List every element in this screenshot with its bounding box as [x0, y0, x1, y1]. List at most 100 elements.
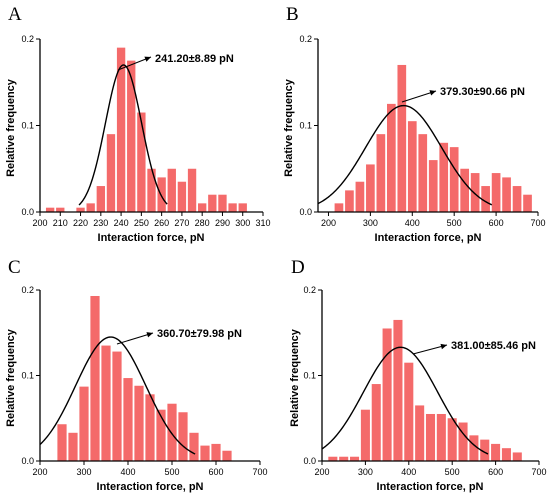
histogram-bar	[491, 443, 501, 461]
x-tick-label: 280	[195, 218, 210, 228]
mean-sd-annotation: 241.20±8.89 pN	[155, 53, 234, 65]
x-tick-label: 300	[363, 218, 378, 228]
histogram-bar	[397, 64, 407, 212]
x-tick-label: 230	[93, 218, 108, 228]
y-axis-title: Relative frequency	[289, 328, 301, 427]
x-tick-label: 200	[321, 218, 336, 228]
histogram-bar	[134, 385, 144, 461]
x-tick-label: 210	[53, 218, 68, 228]
y-tick-label: 0.2	[21, 285, 34, 295]
panel-letter: A	[8, 4, 22, 25]
y-tick-label: 0.1	[21, 371, 34, 381]
mean-sd-annotation: 381.00±85.46 pN	[451, 340, 536, 352]
x-tick-label: 300	[235, 218, 250, 228]
histogram-bar	[189, 432, 199, 461]
x-tick-label: 700	[530, 218, 545, 228]
histogram-bar	[491, 173, 501, 212]
histogram-bar	[76, 207, 85, 212]
histogram-bar	[208, 194, 217, 212]
x-tick-label: 290	[215, 218, 230, 228]
x-tick-label: 700	[252, 467, 267, 477]
histogram-bar	[501, 448, 511, 461]
histogram-bar	[328, 456, 338, 461]
histogram-bar	[470, 173, 480, 212]
panel-b: 200 300 400 500 600 700 0.0 0.1 0.2 Interaction f…	[283, 4, 546, 244]
histogram-bar	[228, 203, 237, 212]
y-tick-label: 0.0	[303, 456, 316, 466]
x-tick-label: 600	[488, 467, 503, 477]
x-tick-label: 600	[208, 467, 223, 477]
histogram-bar	[156, 409, 166, 461]
y-tick-label: 0.1	[21, 121, 34, 131]
x-tick-label: 260	[154, 218, 169, 228]
panel-letter: D	[291, 257, 305, 278]
histogram-bar	[449, 147, 459, 213]
y-tick-label: 0.0	[21, 207, 34, 217]
x-tick-label: 700	[531, 467, 546, 477]
histogram-bar	[366, 164, 375, 212]
histogram-bar	[167, 403, 177, 461]
histogram-bar	[56, 207, 65, 212]
histogram-bar	[127, 60, 136, 212]
histogram-bar	[57, 424, 67, 461]
y-tick-label: 0.2	[21, 34, 34, 44]
histogram-bar	[86, 203, 95, 212]
y-axis-title: Relative frequency	[5, 78, 17, 177]
panel-a: 200 210 220 230 240 250 260 270 280 290 300 310 0.0 0…	[5, 4, 271, 244]
x-tick-label: 400	[401, 467, 416, 477]
histogram-bar	[96, 186, 105, 212]
histogram-bar	[68, 432, 78, 461]
histogram-bar	[106, 134, 116, 212]
histogram-bar	[238, 203, 247, 212]
y-tick-label: 0.1	[303, 371, 316, 381]
gaussian-fit-curve	[321, 346, 489, 455]
histogram-bar	[211, 443, 221, 461]
histogram-bar	[502, 177, 511, 212]
histogram-bar	[157, 177, 166, 212]
histogram-bar	[393, 319, 403, 461]
histogram-bar	[345, 190, 354, 213]
x-tick-label: 400	[405, 218, 420, 228]
histogram-bar	[187, 168, 197, 212]
x-axis-title: Interaction force, pN	[98, 232, 205, 244]
histogram-bar	[469, 435, 479, 461]
histogram-bar	[222, 450, 232, 461]
x-tick-label: 240	[114, 218, 129, 228]
x-axis-title: Interaction force, pN	[375, 232, 482, 244]
x-tick-label: 310	[255, 218, 270, 228]
annotation-arrowhead	[146, 332, 153, 338]
x-tick-label: 300	[76, 467, 91, 477]
histogram-bar	[460, 168, 470, 212]
x-tick-label: 200	[32, 218, 47, 228]
x-axis-title: Interaction force, pN	[97, 481, 204, 493]
annotation-arrow	[116, 332, 154, 345]
histogram-bar	[523, 194, 532, 212]
y-tick-label: 0.2	[303, 285, 316, 295]
y-tick-label: 0.0	[299, 207, 312, 217]
x-tick-label: 250	[134, 218, 149, 228]
histogram-bar	[101, 345, 111, 461]
histogram-bar	[116, 47, 126, 213]
histogram-bar	[200, 445, 210, 461]
histogram-bar	[425, 413, 436, 461]
x-tick-label: 400	[120, 467, 135, 477]
mean-sd-annotation: 379.30±90.66 pN	[440, 86, 525, 98]
x-tick-label: 500	[445, 467, 460, 477]
y-tick-label: 0.0	[21, 456, 34, 466]
histogram-bar	[387, 103, 396, 213]
panel-letter: C	[8, 257, 21, 278]
histogram-bar	[376, 134, 386, 212]
histogram-bar	[436, 413, 446, 461]
histogram-bar	[178, 412, 188, 461]
histogram-bar	[355, 181, 365, 212]
x-tick-label: 500	[164, 467, 179, 477]
histogram-bar	[382, 328, 392, 461]
histogram-bar	[198, 203, 207, 212]
histogram-bar	[137, 112, 146, 212]
y-axis-title: Relative frequency	[283, 78, 295, 177]
histogram-bar	[334, 203, 344, 212]
x-tick-label: 600	[489, 218, 504, 228]
annotation-arrowhead	[429, 90, 436, 96]
histogram-bar	[512, 186, 522, 212]
